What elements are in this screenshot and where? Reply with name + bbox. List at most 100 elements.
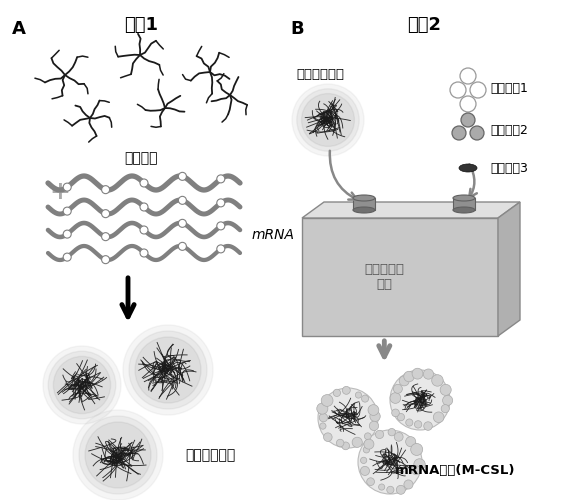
Ellipse shape — [459, 164, 477, 172]
Circle shape — [321, 394, 333, 406]
Circle shape — [434, 412, 444, 422]
Circle shape — [140, 203, 148, 211]
Circle shape — [361, 466, 370, 475]
Circle shape — [102, 256, 110, 264]
Circle shape — [370, 411, 380, 422]
Circle shape — [102, 232, 110, 240]
Polygon shape — [353, 198, 375, 210]
Circle shape — [140, 179, 148, 187]
Circle shape — [135, 337, 201, 403]
Circle shape — [318, 388, 378, 448]
Circle shape — [352, 437, 362, 448]
Circle shape — [53, 356, 110, 414]
Circle shape — [395, 432, 403, 441]
Text: B: B — [290, 20, 303, 38]
Circle shape — [319, 414, 328, 422]
Circle shape — [452, 126, 466, 140]
Circle shape — [404, 372, 414, 382]
Text: 支化分子: 支化分子 — [125, 151, 158, 165]
Circle shape — [387, 486, 394, 494]
Circle shape — [79, 416, 157, 494]
Circle shape — [73, 410, 163, 500]
Circle shape — [140, 249, 148, 257]
Circle shape — [292, 84, 364, 156]
Circle shape — [414, 458, 425, 470]
Circle shape — [388, 428, 396, 436]
Text: 纳米微流控
仪器: 纳米微流控 仪器 — [365, 263, 404, 291]
Polygon shape — [302, 218, 498, 336]
Polygon shape — [498, 202, 520, 336]
Text: 脂质分子3: 脂质分子3 — [490, 162, 528, 174]
Ellipse shape — [353, 195, 375, 201]
Circle shape — [217, 222, 225, 230]
Circle shape — [48, 351, 116, 419]
Circle shape — [178, 196, 186, 204]
Circle shape — [178, 242, 186, 250]
Circle shape — [63, 183, 71, 191]
Circle shape — [361, 457, 367, 464]
Circle shape — [102, 210, 110, 218]
Circle shape — [411, 444, 423, 456]
Text: 步骤1: 步骤1 — [124, 16, 158, 34]
Circle shape — [317, 403, 328, 414]
Circle shape — [379, 484, 385, 490]
Circle shape — [441, 404, 449, 412]
Circle shape — [404, 480, 413, 489]
Circle shape — [443, 396, 453, 406]
Text: 步骤2: 步骤2 — [407, 16, 441, 34]
Circle shape — [178, 172, 186, 180]
Circle shape — [63, 253, 71, 261]
Circle shape — [432, 374, 443, 386]
Circle shape — [217, 175, 225, 183]
Ellipse shape — [453, 195, 475, 201]
Circle shape — [333, 389, 341, 396]
Circle shape — [320, 423, 326, 429]
Text: mRNA: mRNA — [252, 228, 295, 242]
Circle shape — [414, 420, 422, 428]
Circle shape — [440, 384, 451, 396]
Circle shape — [362, 395, 368, 402]
Circle shape — [324, 433, 332, 442]
Circle shape — [43, 346, 121, 424]
Circle shape — [460, 68, 476, 84]
Circle shape — [363, 446, 370, 453]
Circle shape — [390, 370, 450, 430]
Text: mRNA疫苗(M-CSL): mRNA疫苗(M-CSL) — [395, 464, 515, 476]
Circle shape — [85, 422, 151, 488]
Circle shape — [140, 226, 148, 234]
Circle shape — [460, 96, 476, 112]
Circle shape — [406, 419, 413, 426]
Circle shape — [217, 245, 225, 253]
Circle shape — [390, 392, 401, 404]
Polygon shape — [453, 198, 475, 210]
Circle shape — [336, 439, 344, 447]
Text: 脂质分子2: 脂质分子2 — [490, 124, 528, 136]
Circle shape — [123, 325, 213, 415]
Ellipse shape — [353, 207, 375, 213]
Circle shape — [365, 433, 371, 440]
Text: 纳米粒子核心: 纳米粒子核心 — [296, 68, 344, 82]
Circle shape — [393, 384, 402, 394]
Circle shape — [392, 409, 400, 416]
Circle shape — [370, 421, 379, 430]
Circle shape — [358, 430, 422, 494]
Circle shape — [412, 368, 423, 379]
Circle shape — [342, 386, 350, 394]
Circle shape — [396, 486, 405, 494]
Circle shape — [63, 230, 71, 238]
Circle shape — [470, 82, 486, 98]
Circle shape — [178, 220, 186, 228]
Circle shape — [450, 82, 466, 98]
Circle shape — [355, 392, 362, 398]
Circle shape — [461, 113, 475, 127]
Circle shape — [102, 186, 110, 194]
Circle shape — [364, 439, 374, 449]
Ellipse shape — [453, 207, 475, 213]
Circle shape — [423, 369, 434, 379]
Circle shape — [368, 404, 379, 415]
Circle shape — [397, 414, 405, 421]
Circle shape — [375, 430, 384, 438]
Circle shape — [297, 89, 359, 151]
Circle shape — [302, 94, 354, 146]
Text: A: A — [12, 20, 26, 38]
